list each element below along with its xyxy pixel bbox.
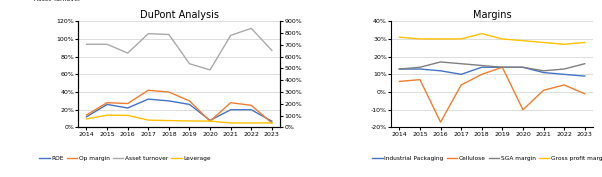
Title: Margins: Margins <box>473 10 511 21</box>
Text: ROE
Op margin
Asset Turnover: ROE Op margin Asset Turnover <box>34 0 81 2</box>
Legend: Industrial Packaging, Cellulose, SGA margin, Gross profit margin: Industrial Packaging, Cellulose, SGA mar… <box>370 154 602 164</box>
Title: DuPont Analysis: DuPont Analysis <box>140 10 219 21</box>
Legend: ROE, Op margin, Asset turnover, Leverage: ROE, Op margin, Asset turnover, Leverage <box>37 154 214 164</box>
